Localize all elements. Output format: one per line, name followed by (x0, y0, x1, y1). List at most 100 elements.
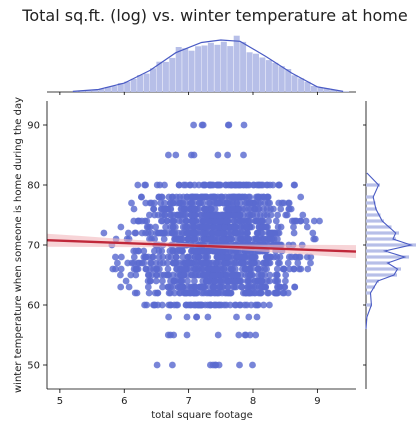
scatter-point (245, 289, 253, 297)
marginal-x-bar (265, 60, 272, 92)
scatter-point (273, 271, 281, 279)
scatter-point (299, 211, 307, 219)
scatter-point (219, 211, 227, 219)
scatter-point (153, 181, 161, 189)
scatter-point (190, 283, 198, 291)
scatter-point (292, 253, 299, 261)
scatter-point (231, 283, 238, 291)
scatter-point (251, 217, 259, 225)
scatter-point (244, 181, 252, 189)
scatter-point (207, 301, 215, 309)
scatter-point (167, 253, 175, 261)
marginal-x-kde (72, 39, 344, 92)
scatter-point (174, 283, 182, 291)
scatter-point (171, 229, 179, 237)
scatter-point (249, 361, 256, 369)
scatter-point (254, 265, 262, 273)
scatter-point (152, 223, 160, 231)
scatter-point (201, 253, 208, 261)
scatter-point (245, 217, 253, 225)
scatter-point (167, 301, 175, 309)
scatter-point (190, 121, 198, 129)
scatter-point (237, 229, 245, 237)
scatter-point (215, 283, 222, 291)
scatter-point (159, 253, 167, 261)
scatter-point (182, 301, 190, 309)
scatter-point (163, 259, 171, 267)
scatter-point (231, 229, 239, 237)
marginal-y-bar (366, 213, 381, 217)
scatter-point (274, 223, 282, 231)
scatter-point (141, 253, 149, 261)
scatter-point (307, 259, 314, 267)
scatter-point (250, 259, 257, 267)
scatter-point (144, 283, 152, 291)
scatter-point (265, 289, 272, 297)
scatter-point (152, 277, 160, 285)
scatter-point (226, 301, 234, 309)
regression-line (46, 239, 357, 253)
scatter-point (100, 229, 108, 237)
scatter-point (176, 235, 184, 243)
scatter-point (125, 283, 133, 291)
scatter-point (225, 265, 233, 273)
scatter-point (188, 271, 196, 279)
scatter-point (252, 331, 260, 339)
scatter-point (145, 289, 153, 297)
marginal-y-bar (366, 303, 372, 307)
scatter-point (204, 217, 212, 225)
marginal-y-bar (366, 285, 375, 289)
marginal-y-bar (366, 219, 384, 223)
scatter-point (245, 313, 253, 321)
marginal-y-bar (366, 291, 371, 295)
scatter-point (182, 199, 190, 207)
marginal-x-bar (220, 41, 227, 92)
scatter-point (282, 277, 289, 285)
scatter-point (258, 277, 265, 285)
scatter-point (131, 289, 139, 297)
scatter-point (251, 205, 259, 213)
scatter-point (231, 301, 239, 309)
marginal-x-panel (47, 35, 356, 95)
scatter-point (198, 211, 206, 219)
scatter-point (140, 247, 148, 255)
scatter-point (274, 283, 282, 291)
scatter-point (182, 211, 190, 219)
scatter-point (160, 235, 168, 243)
scatter-point (275, 181, 283, 189)
scatter-point (260, 259, 267, 267)
marginal-x-bar (111, 86, 118, 92)
scatter-point (243, 301, 251, 309)
marginal-x-bar (201, 45, 208, 92)
scatter-point (158, 205, 166, 213)
marginal-x-bar (298, 78, 305, 92)
scatter-point (184, 253, 192, 261)
scatter-point (258, 217, 266, 225)
scatter-point (236, 361, 243, 369)
scatter-point (231, 265, 239, 273)
scatter-point (169, 271, 177, 279)
scatter-point (303, 253, 311, 261)
scatter-point (150, 301, 157, 309)
scatter-point (150, 205, 157, 213)
marginal-y-bar (366, 249, 387, 253)
scatter-point (254, 193, 261, 201)
scatter-point (265, 217, 272, 225)
scatter-point (122, 277, 130, 285)
scatter-point (203, 277, 211, 285)
scatter-point (285, 253, 293, 261)
scatter-point (214, 223, 222, 231)
marginal-x-bar (137, 75, 144, 92)
marginal-x-bar (130, 78, 137, 92)
scatter-point (244, 211, 252, 219)
marginal-y-bar (366, 273, 397, 277)
scatter-point (226, 235, 234, 243)
x-tick-label: 7 (185, 396, 191, 407)
scatter-point (227, 289, 234, 297)
scatter-point (183, 313, 191, 321)
scatter-point (135, 247, 143, 255)
marginal-y-bar (366, 195, 374, 199)
scatter-point (244, 277, 252, 285)
scatter-point (187, 289, 195, 297)
